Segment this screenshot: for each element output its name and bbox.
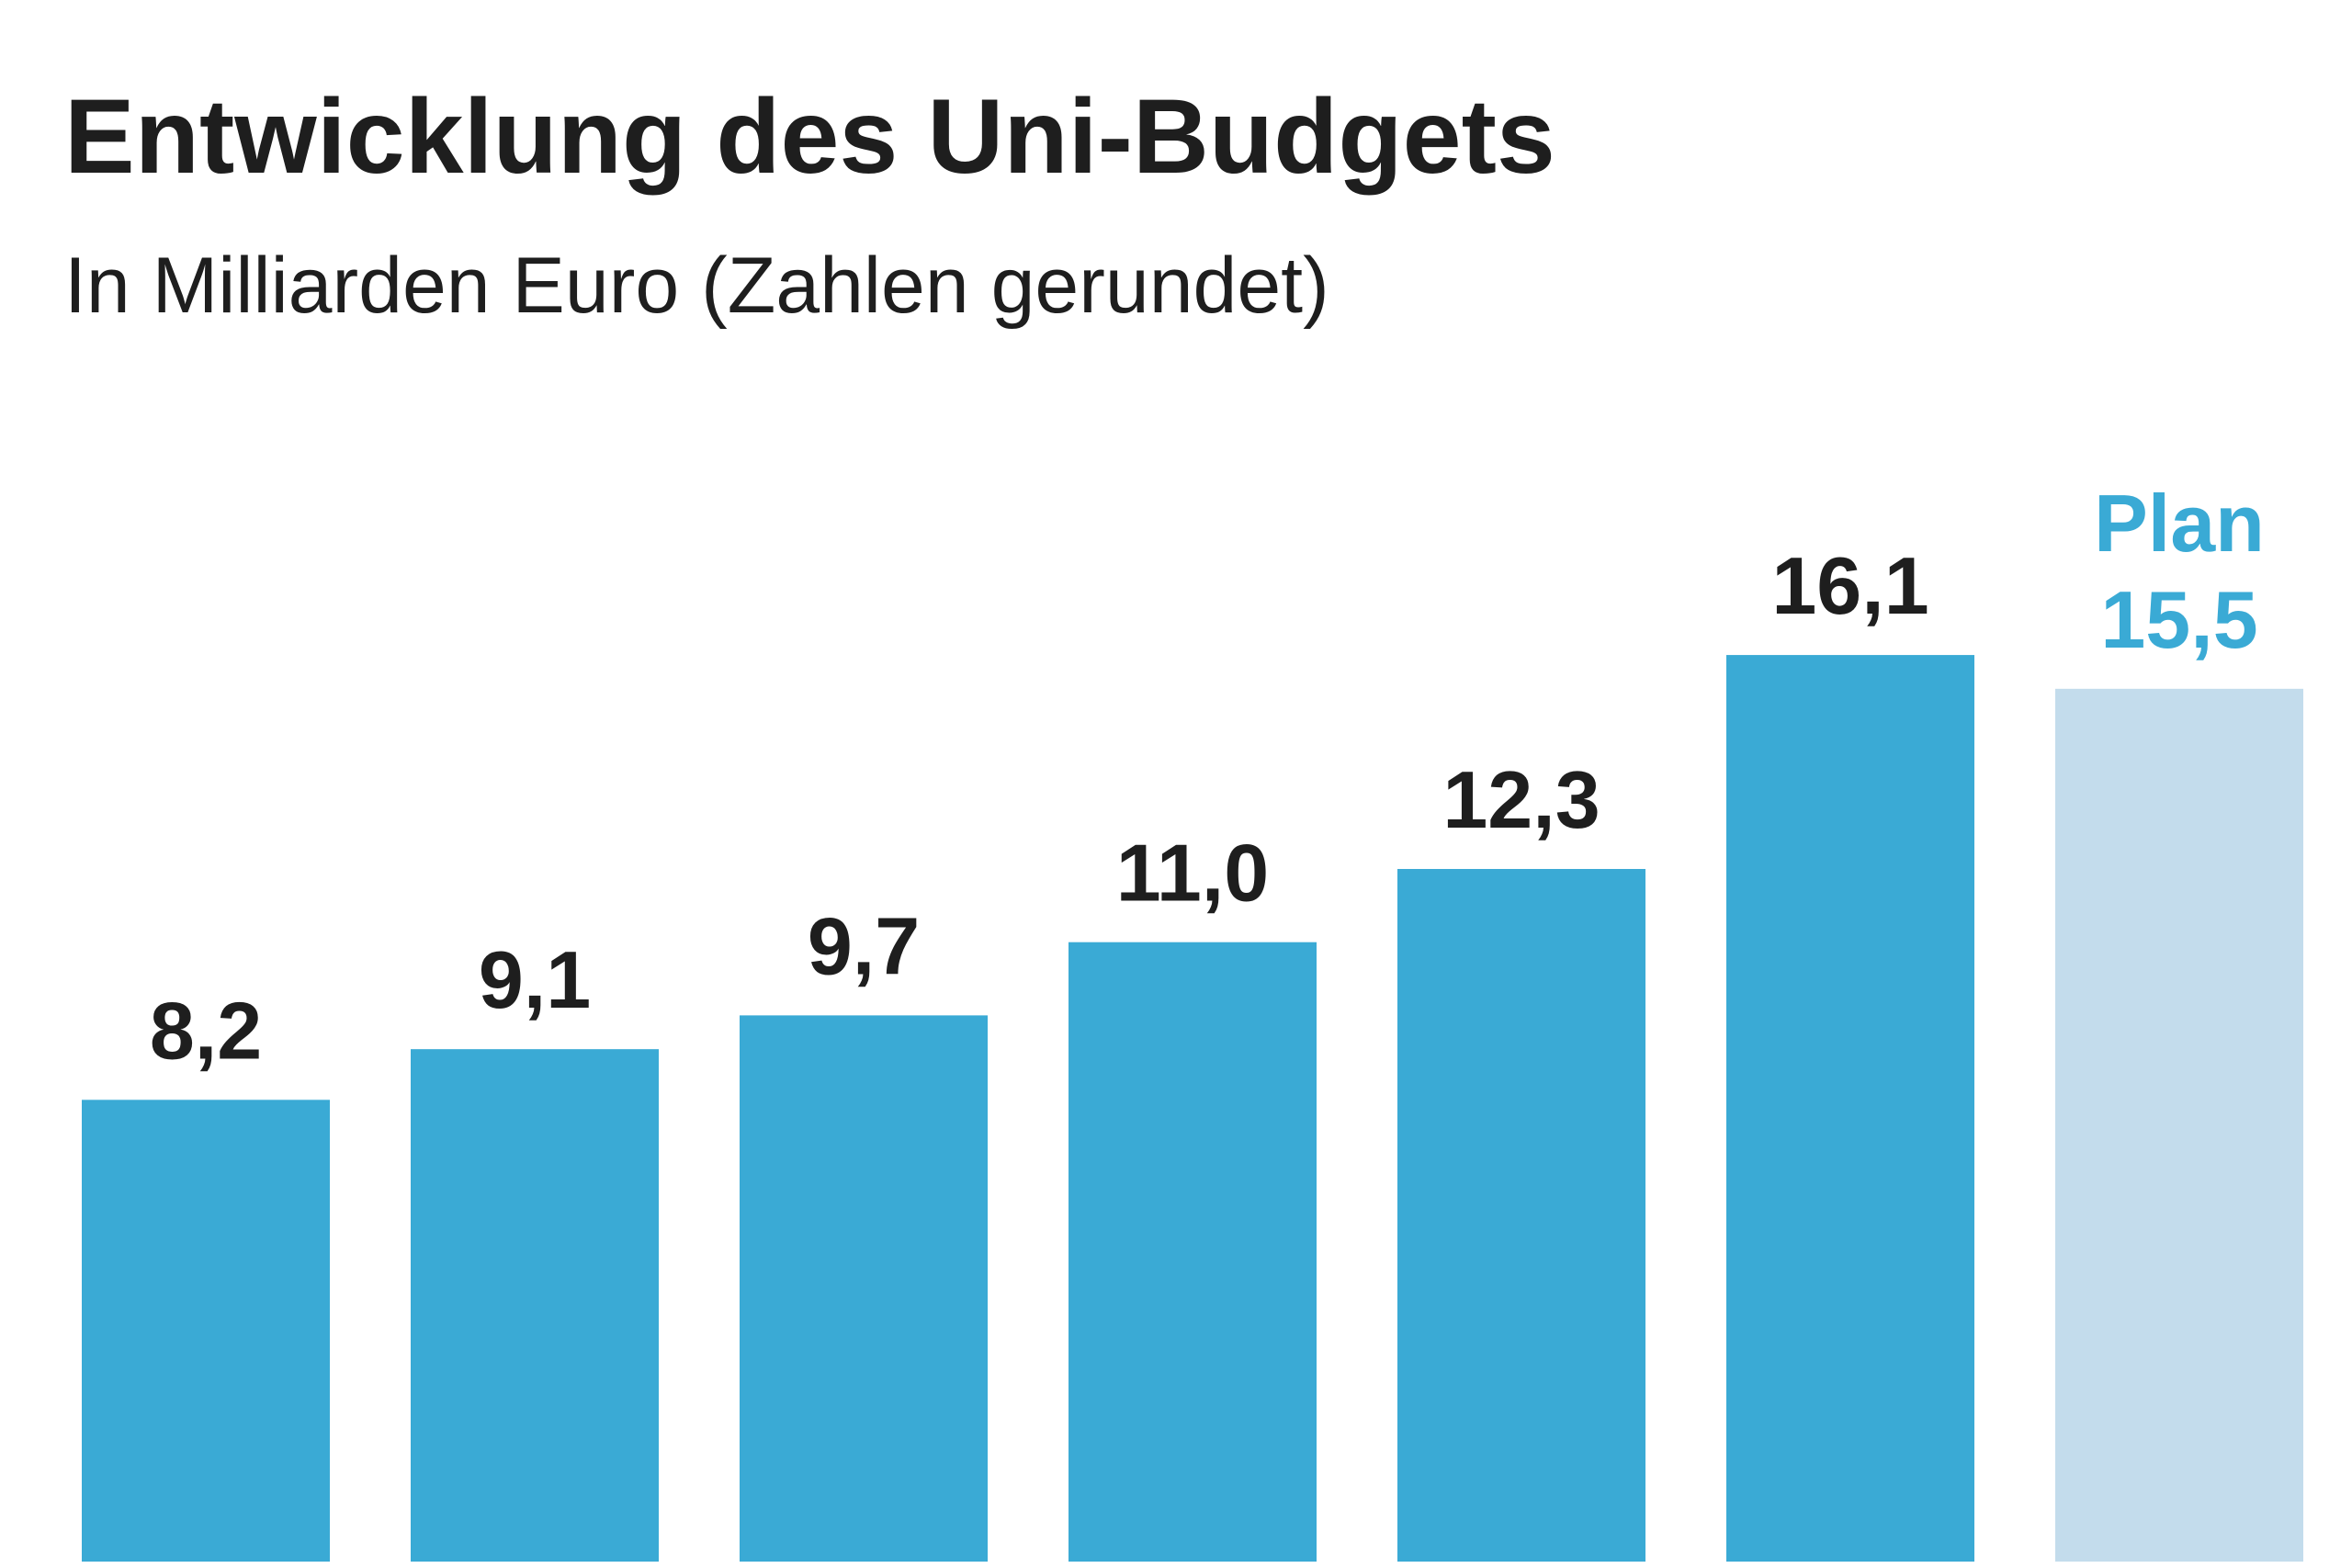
bar-value-label: 16,1	[1771, 540, 1928, 631]
bar	[1726, 655, 1974, 1562]
bar-value-label: 12,3	[1442, 754, 1600, 845]
bar	[1069, 942, 1317, 1562]
bar	[740, 1015, 988, 1562]
bar	[82, 1100, 330, 1562]
plan-value-label: 15,5	[2100, 574, 2257, 665]
bar	[411, 1049, 659, 1562]
bar	[1397, 869, 1645, 1562]
bar-value-label: 8,2	[150, 985, 262, 1076]
plan-label: Plan	[2094, 478, 2265, 569]
bar-value-label: 9,7	[808, 900, 920, 991]
chart-subtitle: In Milliarden Euro (Zahlen gerundet)	[64, 242, 1329, 330]
chart-title: Entwicklung des Uni-Budgets	[64, 78, 1555, 196]
bar-value-label: 9,1	[479, 934, 591, 1025]
bars-group	[82, 655, 2303, 1562]
bar-value-label: 11,0	[1116, 828, 1269, 919]
plan-bar	[2055, 688, 2303, 1562]
